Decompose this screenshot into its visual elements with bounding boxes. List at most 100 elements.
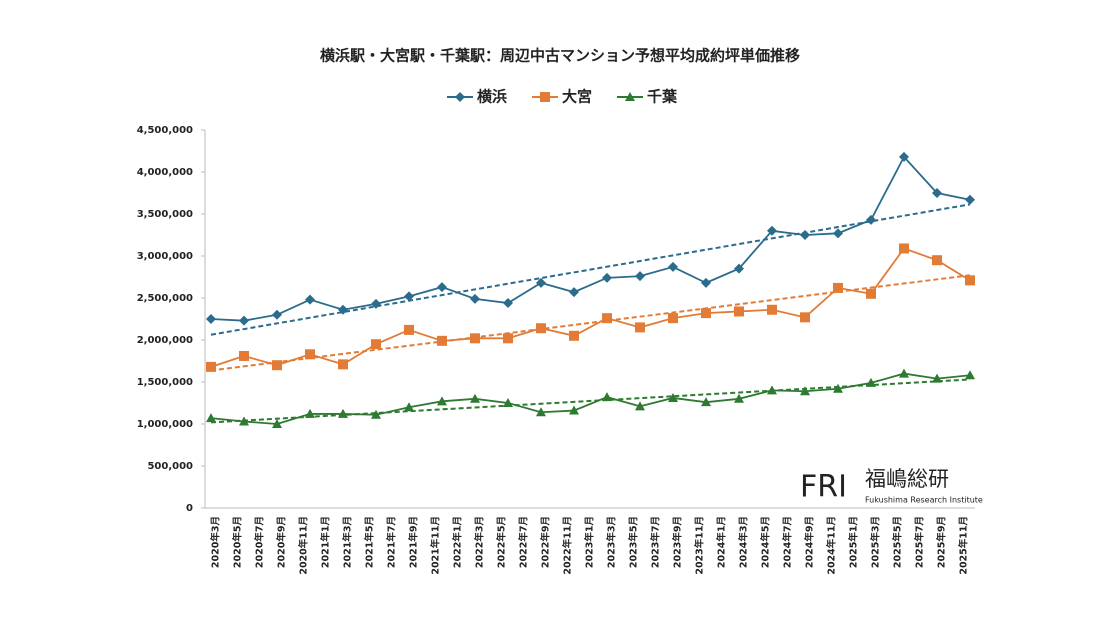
trend-line [210, 203, 971, 336]
chart-title: 横浜駅・大宮駅・千葉駅：周辺中古マンション予想平均成約坪単価推移 [320, 47, 800, 65]
x-tick-label: 2023年7月 [650, 516, 662, 568]
point [470, 333, 480, 344]
point [371, 339, 381, 350]
x-tick-label: 2024年7月 [782, 516, 794, 568]
point [503, 398, 513, 407]
point [668, 313, 678, 324]
x-tick-label: 2021年1月 [320, 516, 332, 568]
line [210, 372, 971, 425]
x-tick-label: 2020年9月 [276, 516, 288, 568]
x-tick-label: 2023年1月 [584, 516, 596, 568]
x-tick-label: 2025年3月 [870, 516, 882, 568]
point [833, 282, 843, 293]
point [338, 408, 348, 418]
point [668, 392, 678, 402]
x-tick-label: 2024年9月 [804, 516, 816, 568]
point [767, 304, 777, 315]
y-tick-label: 1,000,000 [137, 419, 193, 430]
legend-marker [625, 92, 635, 101]
point [701, 277, 711, 288]
y-tick-label: 2,000,000 [137, 335, 193, 346]
point [833, 383, 843, 393]
point [569, 405, 579, 415]
point [833, 228, 843, 239]
point [635, 322, 645, 333]
y-tick-label: 3,500,000 [137, 209, 193, 220]
x-tick-label: 2025年11月 [958, 516, 970, 575]
point [899, 243, 909, 254]
point [470, 293, 480, 304]
y-tick-label: 0 [186, 503, 193, 514]
x-tick-label: 2022年7月 [518, 516, 530, 568]
point [767, 385, 777, 395]
point [536, 407, 546, 417]
point [404, 324, 414, 335]
x-tick-label: 2025年5月 [892, 516, 904, 568]
point [536, 323, 546, 334]
point [932, 188, 942, 198]
point [404, 291, 414, 302]
x-tick-label: 2023年5月 [628, 516, 640, 568]
point [734, 263, 744, 274]
point [668, 261, 678, 272]
point [503, 298, 513, 309]
x-tick-label: 2024年1月 [716, 516, 728, 568]
point [635, 271, 645, 282]
point [569, 287, 579, 298]
x-tick-label: 2024年5月 [760, 516, 772, 568]
point [866, 377, 876, 387]
logo: FRI 福嶋総研 Fukushima Research Institute [800, 467, 983, 505]
x-tick-label: 2020年7月 [254, 516, 266, 568]
y-tick-label: 1,500,000 [137, 377, 193, 388]
x-tick-label: 2022年1月 [452, 516, 464, 568]
point [503, 333, 513, 344]
point [272, 419, 282, 428]
point [338, 359, 348, 370]
point [899, 368, 909, 378]
point [569, 330, 579, 341]
x-tick-label: 2021年7月 [386, 516, 398, 568]
series [206, 243, 975, 372]
point [206, 413, 216, 423]
legend-label: 千葉 [647, 88, 678, 106]
series [206, 368, 975, 428]
x-tick-label: 2021年11月 [430, 516, 442, 575]
point [371, 409, 381, 419]
x-tick-label: 2022年3月 [474, 516, 486, 568]
x-tick-label: 2025年1月 [848, 516, 860, 568]
point [470, 393, 480, 403]
point [338, 304, 348, 315]
point [701, 308, 711, 319]
logo-mark: FRI [800, 470, 847, 505]
x-tick-label: 2021年9月 [408, 516, 420, 568]
y-tick-label: 3,000,000 [137, 251, 193, 262]
point [272, 309, 282, 320]
point [305, 349, 315, 360]
point [767, 225, 777, 236]
x-tick-label: 2025年7月 [914, 516, 926, 568]
point [800, 312, 810, 323]
y-tick-label: 500,000 [147, 461, 193, 472]
legend: 横浜 大宮 千葉 [447, 88, 678, 106]
x-tick-label: 2024年11月 [826, 516, 838, 575]
legend-marker [455, 92, 465, 102]
point [404, 402, 414, 412]
point [272, 360, 282, 371]
point [800, 386, 810, 396]
series [206, 151, 975, 336]
y-tick-label: 2,500,000 [137, 293, 193, 304]
legend-label: 大宮 [562, 88, 592, 106]
point [899, 151, 909, 162]
x-tick-label: 2020年3月 [210, 516, 222, 568]
x-tick-label: 2025年9月 [936, 516, 948, 568]
point [206, 314, 216, 324]
x-tick-label: 2021年5月 [364, 516, 376, 568]
logo-subtitle: Fukushima Research Institute [865, 496, 983, 505]
point [536, 277, 546, 288]
x-tick-label: 2022年5月 [496, 516, 508, 568]
point [734, 306, 744, 317]
x-tick-label: 2020年5月 [232, 516, 244, 568]
point [437, 282, 447, 293]
point [239, 315, 249, 326]
